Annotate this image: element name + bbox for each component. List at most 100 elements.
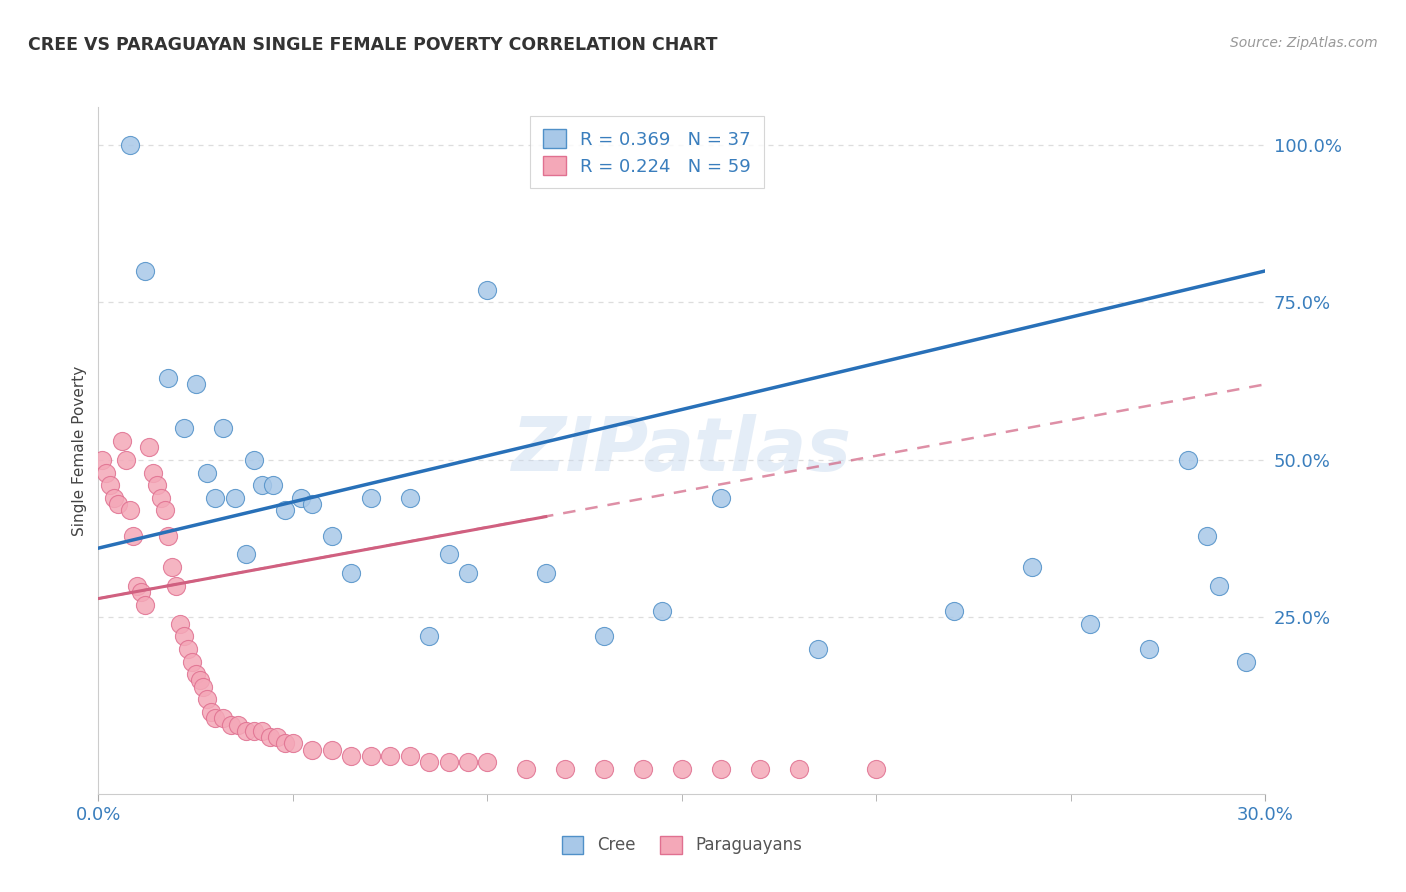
Point — [477, 283, 499, 297]
Point — [165, 579, 187, 593]
Point — [157, 371, 180, 385]
Point — [134, 598, 156, 612]
Point — [228, 717, 250, 731]
Point — [266, 730, 288, 744]
Point — [710, 762, 733, 776]
Point — [398, 491, 420, 505]
Text: ZIPatlas: ZIPatlas — [512, 414, 852, 487]
Point — [787, 762, 810, 776]
Point — [153, 503, 176, 517]
Legend: Cree, Paraguayans: Cree, Paraguayans — [555, 829, 808, 861]
Point — [301, 497, 323, 511]
Point — [98, 478, 121, 492]
Point — [129, 585, 152, 599]
Text: CREE VS PARAGUAYAN SINGLE FEMALE POVERTY CORRELATION CHART: CREE VS PARAGUAYAN SINGLE FEMALE POVERTY… — [28, 36, 717, 54]
Point — [262, 478, 284, 492]
Point — [122, 528, 145, 542]
Point — [631, 762, 654, 776]
Point — [360, 491, 382, 505]
Point — [1234, 655, 1257, 669]
Point — [437, 548, 460, 562]
Point — [418, 756, 440, 770]
Point — [671, 762, 693, 776]
Point — [807, 642, 830, 657]
Point — [157, 528, 180, 542]
Point — [235, 723, 257, 738]
Point — [149, 491, 172, 505]
Point — [290, 491, 312, 505]
Point — [301, 743, 323, 757]
Point — [259, 730, 281, 744]
Point — [250, 478, 273, 492]
Point — [593, 762, 616, 776]
Point — [134, 264, 156, 278]
Point — [534, 566, 557, 581]
Point — [146, 478, 169, 492]
Point — [437, 756, 460, 770]
Point — [651, 604, 673, 618]
Point — [243, 453, 266, 467]
Point — [593, 629, 616, 643]
Point — [162, 560, 184, 574]
Point — [212, 421, 235, 435]
Point — [250, 723, 273, 738]
Point — [96, 466, 118, 480]
Point — [193, 680, 215, 694]
Point — [184, 667, 207, 681]
Point — [554, 762, 576, 776]
Point — [1177, 453, 1199, 467]
Point — [169, 616, 191, 631]
Point — [173, 421, 195, 435]
Point — [188, 673, 211, 688]
Point — [212, 711, 235, 725]
Point — [177, 642, 200, 657]
Point — [195, 466, 218, 480]
Point — [184, 377, 207, 392]
Point — [173, 629, 195, 643]
Point — [477, 756, 499, 770]
Point — [180, 655, 202, 669]
Point — [103, 491, 125, 505]
Point — [457, 756, 479, 770]
Point — [1208, 579, 1230, 593]
Point — [114, 453, 136, 467]
Point — [710, 491, 733, 505]
Y-axis label: Single Female Poverty: Single Female Poverty — [72, 366, 87, 535]
Point — [224, 491, 246, 505]
Point — [142, 466, 165, 480]
Point — [321, 528, 343, 542]
Point — [274, 736, 297, 750]
Point — [274, 503, 297, 517]
Point — [515, 762, 537, 776]
Point — [118, 503, 141, 517]
Point — [943, 604, 966, 618]
Point — [418, 629, 440, 643]
Point — [235, 548, 257, 562]
Point — [340, 749, 363, 764]
Point — [200, 705, 222, 719]
Point — [107, 497, 129, 511]
Point — [321, 743, 343, 757]
Point — [118, 137, 141, 152]
Point — [1137, 642, 1160, 657]
Point — [1080, 616, 1102, 631]
Point — [360, 749, 382, 764]
Text: Source: ZipAtlas.com: Source: ZipAtlas.com — [1230, 36, 1378, 50]
Point — [204, 711, 226, 725]
Point — [748, 762, 770, 776]
Point — [204, 491, 226, 505]
Point — [865, 762, 887, 776]
Point — [219, 717, 242, 731]
Point — [91, 453, 114, 467]
Point — [457, 566, 479, 581]
Point — [340, 566, 363, 581]
Point — [380, 749, 402, 764]
Point — [111, 434, 134, 448]
Point — [127, 579, 149, 593]
Point — [243, 723, 266, 738]
Point — [138, 440, 160, 454]
Point — [398, 749, 420, 764]
Point — [1021, 560, 1043, 574]
Point — [195, 692, 218, 706]
Point — [281, 736, 304, 750]
